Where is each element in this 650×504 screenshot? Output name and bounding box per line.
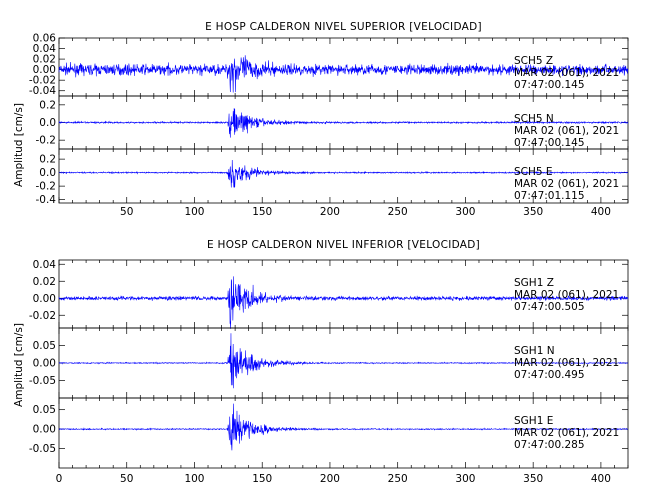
y-axis-label: Amplitud [cm/s]	[13, 103, 25, 187]
waveform-line	[58, 276, 629, 329]
waveform-line	[58, 403, 629, 451]
y-tick-label: 0.0	[39, 117, 56, 129]
date-label: MAR 02 (061), 2021	[514, 125, 619, 137]
waveform-line	[58, 108, 629, 138]
x-tick-label: 350	[523, 206, 543, 218]
y-tick-label: 0.05	[33, 340, 56, 352]
y-tick-label: 0.04	[33, 259, 57, 271]
y-tick-label: -0.05	[29, 443, 56, 455]
time-label: 07:47:00.145	[514, 137, 585, 149]
date-label: MAR 02 (061), 2021	[514, 178, 619, 190]
date-label: MAR 02 (061), 2021	[514, 427, 619, 439]
chart-1: E HOSP CALDERON NIVEL SUPERIOR [VELOCIDA…	[13, 21, 629, 218]
y-tick-label: 0.06	[33, 33, 57, 45]
y-tick-label: 0.02	[33, 276, 56, 288]
y-tick-label: -0.05	[29, 375, 56, 387]
chart-title: E HOSP CALDERON NIVEL SUPERIOR [VELOCIDA…	[205, 21, 482, 33]
x-tick-label: 200	[320, 473, 340, 485]
time-label: 07:47:01.115	[514, 190, 585, 202]
y-tick-label: -0.4	[36, 194, 57, 206]
y-tick-label: -0.2	[36, 181, 57, 193]
x-tick-label: 50	[120, 473, 133, 485]
y-tick-label: 0.00	[33, 293, 56, 305]
x-tick-label: 100	[184, 473, 204, 485]
x-tick-label: 200	[320, 206, 340, 218]
y-tick-label: 0.04	[33, 43, 57, 55]
waveform-line	[58, 55, 629, 93]
y-tick-label: 0.2	[39, 154, 56, 166]
x-tick-label: 100	[184, 206, 204, 218]
date-label: MAR 02 (061), 2021	[514, 67, 619, 79]
station-component-label: SCH5 N	[514, 113, 554, 125]
chart-title: E HOSP CALDERON NIVEL INFERIOR [VELOCIDA…	[207, 239, 480, 251]
date-label: MAR 02 (061), 2021	[514, 289, 619, 301]
x-tick-label: 250	[388, 473, 408, 485]
y-tick-label: -0.2	[36, 135, 57, 147]
y-tick-label: -0.02	[29, 310, 56, 322]
y-tick-label: -0.02	[29, 75, 56, 87]
y-tick-label: 0.00	[33, 358, 56, 370]
time-label: 07:47:00.495	[514, 369, 585, 381]
x-tick-label: 250	[388, 206, 408, 218]
waveform-line	[58, 159, 629, 188]
time-label: 07:47:00.285	[514, 439, 585, 451]
waveform-line	[58, 333, 629, 389]
y-tick-label: 0.2	[39, 99, 56, 111]
x-tick-label: 50	[120, 206, 133, 218]
station-component-label: SGH1 Z	[514, 277, 554, 289]
x-tick-label: 350	[523, 473, 543, 485]
x-tick-label: 0	[56, 473, 63, 485]
y-tick-label: 0.00	[33, 424, 56, 436]
x-tick-label: 150	[252, 473, 272, 485]
y-tick-label: -0.04	[29, 85, 56, 97]
x-tick-label: 300	[455, 473, 475, 485]
y-tick-label: 0.02	[33, 54, 56, 66]
x-tick-label: 400	[591, 473, 611, 485]
date-label: MAR 02 (061), 2021	[514, 357, 619, 369]
time-label: 07:47:00.505	[514, 301, 585, 313]
x-tick-label: 300	[455, 206, 475, 218]
x-tick-label: 400	[591, 206, 611, 218]
time-label: 07:47:00.145	[514, 79, 585, 91]
y-tick-label: 0.0	[39, 167, 56, 179]
station-component-label: SCH5 Z	[514, 55, 553, 67]
station-component-label: SGH1 E	[514, 415, 553, 427]
x-tick-label: 150	[252, 206, 272, 218]
station-component-label: SCH5 E	[514, 166, 553, 178]
y-tick-label: 0.05	[33, 404, 56, 416]
y-axis-label: Amplitud [cm/s]	[13, 323, 25, 407]
chart-2: E HOSP CALDERON NIVEL INFERIOR [VELOCIDA…	[13, 239, 629, 485]
station-component-label: SGH1 N	[514, 345, 555, 357]
y-tick-label: 0.00	[33, 64, 56, 76]
